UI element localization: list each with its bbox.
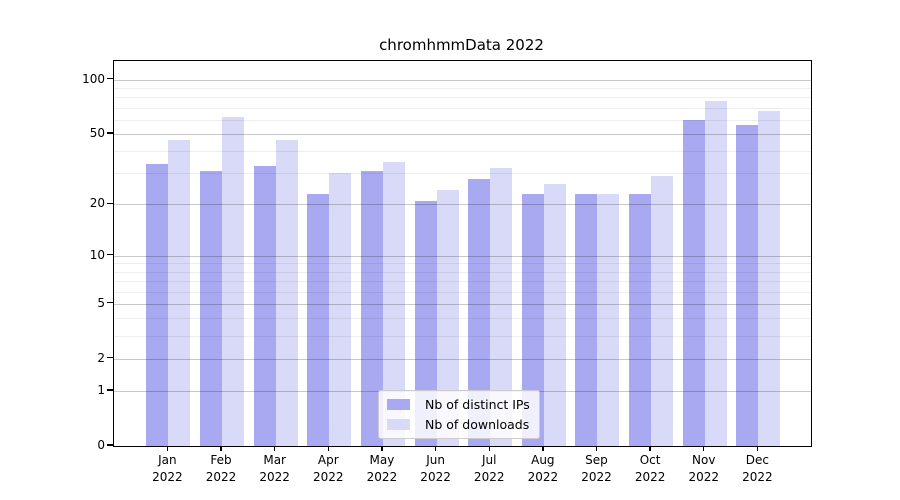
x-tick-mark-feb — [220, 446, 222, 451]
bar-downloads-nov — [704, 101, 727, 446]
bar-ips-jun — [414, 200, 437, 446]
x-tick-label-aug: Aug 2022 — [527, 453, 559, 484]
x-tick-mark-oct — [649, 446, 651, 451]
bar-ips-jan — [146, 163, 169, 446]
bar-downloads-apr — [329, 173, 352, 446]
plot-area: Nb of distinct IPs Nb of downloads — [113, 60, 812, 447]
y-tick-mark-5 — [107, 302, 113, 304]
x-tick-label-apr: Apr 2022 — [313, 453, 344, 484]
x-tick-mark-may — [381, 446, 383, 451]
bar-downloads-dec — [758, 111, 781, 446]
x-tick-mark-apr — [327, 446, 329, 451]
x-tick-mark-nov — [703, 446, 705, 451]
x-tick-mark-sep — [595, 446, 598, 451]
bar-downloads-may — [382, 161, 405, 446]
bar-ips-oct — [629, 193, 652, 446]
bar-downloads-feb — [222, 117, 245, 446]
bar-downloads-aug — [543, 184, 566, 446]
bar-downloads-sep — [597, 193, 620, 446]
bar-ips-sep — [575, 193, 598, 446]
chart-title: chromhmmData 2022 — [379, 36, 544, 54]
legend: Nb of distinct IPs Nb of downloads — [378, 390, 540, 439]
y-tick-label-5: 5 — [97, 295, 105, 310]
bar-ips-aug — [521, 193, 544, 446]
gridline-90 — [114, 87, 811, 89]
y-tick-mark-50 — [107, 132, 113, 134]
y-tick-mark-1 — [107, 389, 113, 391]
x-tick-label-nov: Nov 2022 — [688, 453, 720, 484]
x-tick-label-dec: Dec 2022 — [742, 453, 773, 484]
x-tick-label-sep: Sep 2022 — [581, 453, 612, 484]
y-tick-mark-2 — [107, 357, 113, 359]
x-tick-label-may: May 2022 — [366, 453, 398, 484]
x-tick-mark-jun — [434, 446, 437, 451]
bar-ips-feb — [200, 170, 223, 446]
x-tick-label-jun: Jun 2022 — [420, 453, 451, 484]
x-tick-mark-mar — [273, 446, 276, 451]
legend-swatch-distinct-ips — [387, 399, 410, 410]
x-tick-label-feb: Feb 2022 — [205, 453, 237, 484]
bar-downloads-jul — [490, 168, 513, 446]
y-tick-label-10: 10 — [89, 247, 105, 262]
y-tick-mark-10 — [107, 253, 113, 256]
bar-ips-nov — [682, 119, 705, 446]
bar-ips-dec — [736, 125, 759, 446]
y-tick-label-20: 20 — [89, 196, 105, 211]
x-tick-mark-jan — [166, 446, 169, 451]
y-tick-mark-0 — [107, 444, 113, 446]
x-tick-mark-dec — [756, 446, 759, 451]
bar-ips-may — [360, 170, 383, 446]
bar-downloads-jun — [436, 190, 459, 446]
bar-ips-mar — [253, 166, 276, 446]
legend-item-distinct-ips: Nb of distinct IPs — [387, 397, 530, 412]
bar-downloads-jan — [168, 140, 191, 446]
bar-downloads-oct — [651, 175, 674, 446]
y-tick-mark-100 — [107, 77, 113, 80]
x-tick-label-mar: Mar 2022 — [259, 453, 290, 484]
y-tick-label-50: 50 — [89, 125, 105, 140]
gridline-100 — [114, 79, 811, 81]
y-tick-label-100: 100 — [82, 71, 105, 86]
y-tick-label-0: 0 — [97, 438, 105, 452]
y-tick-label-2: 2 — [97, 350, 105, 365]
legend-swatch-downloads — [387, 419, 410, 430]
y-tick-mark-20 — [107, 202, 113, 204]
bar-ips-jul — [468, 178, 491, 446]
x-tick-mark-jul — [488, 446, 490, 451]
x-tick-label-jul: Jul 2022 — [473, 453, 505, 484]
legend-label-distinct-ips: Nb of distinct IPs — [425, 397, 530, 412]
gridline-80 — [114, 97, 811, 99]
x-tick-mark-aug — [542, 446, 544, 451]
y-tick-label-1: 1 — [97, 382, 105, 397]
x-tick-label-oct: Oct 2022 — [634, 453, 666, 484]
bar-downloads-mar — [275, 140, 298, 446]
x-tick-label-jan: Jan 2022 — [152, 453, 183, 484]
bar-ips-apr — [307, 193, 330, 446]
legend-item-downloads: Nb of downloads — [387, 417, 530, 432]
legend-label-downloads: Nb of downloads — [425, 417, 530, 432]
